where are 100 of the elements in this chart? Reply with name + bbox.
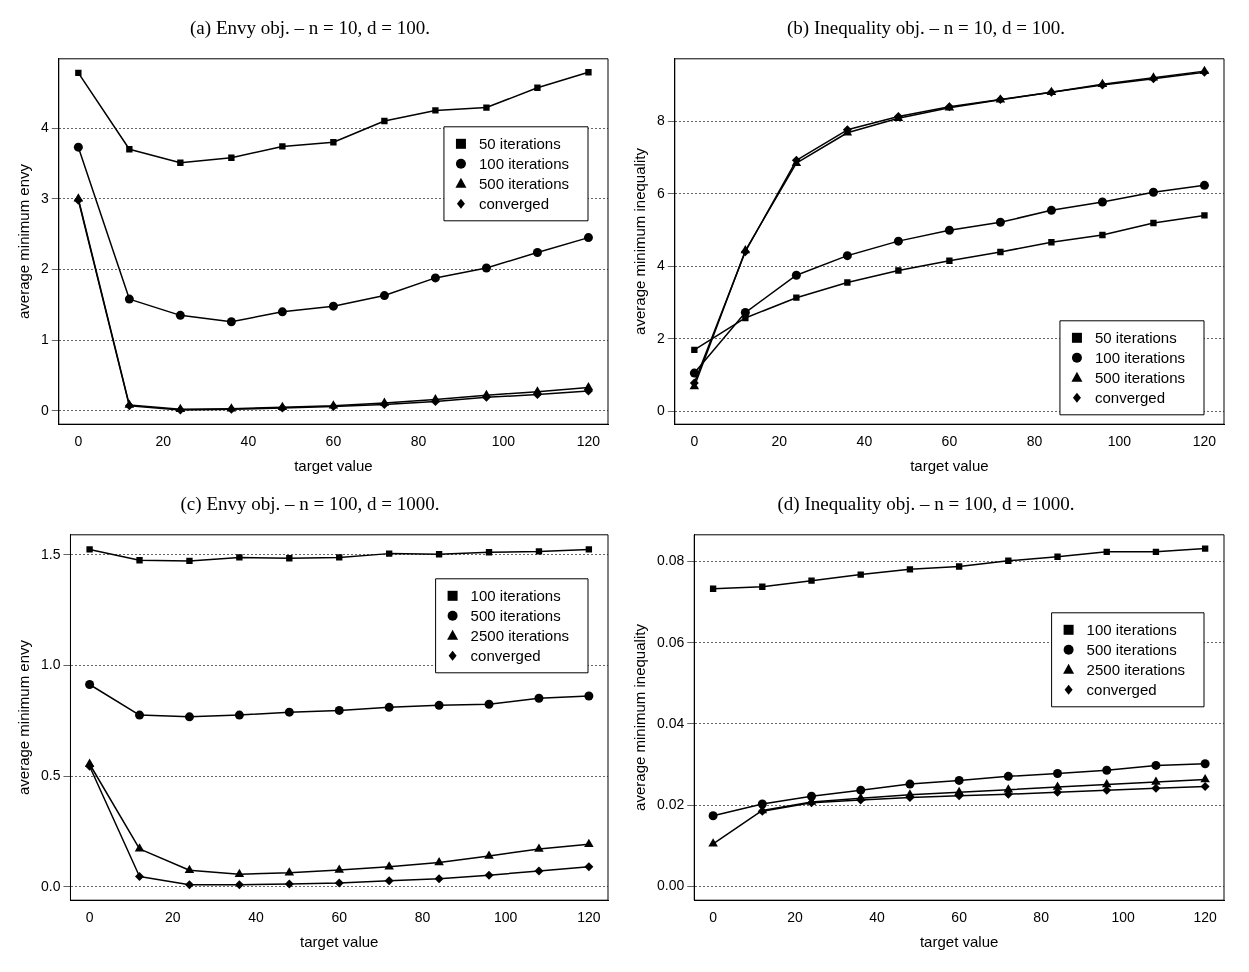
y-tick-label: 6 [656,184,665,201]
point [1200,759,1210,769]
point [234,710,244,720]
legend-label: 100 iterations [478,154,569,172]
point [583,381,594,391]
point [946,257,953,264]
x-tick-label: 100 [491,433,516,450]
x-tick-label: 60 [325,433,342,450]
chart-title: (b) Inequality obj. – n = 10, d = 100. [787,17,1065,40]
point [184,864,195,874]
x-axis-title: target value [300,933,379,951]
point [584,862,594,872]
point [434,700,444,710]
point [1200,774,1210,783]
legend-label: 50 iterations [1094,328,1177,346]
y-tick-label: 0.08 [657,552,685,569]
point [484,699,494,709]
point [279,143,286,150]
point [236,554,243,561]
point [905,789,915,798]
point [381,117,388,125]
legend-label: converged [470,646,541,664]
point [175,310,185,320]
point [944,225,954,235]
point [336,554,343,561]
point [328,301,338,311]
point [126,146,133,153]
point [1151,783,1161,793]
point [857,571,864,578]
y-tick-label: 4 [40,118,49,135]
x-tick-label: 20 [165,909,181,926]
point [481,263,491,273]
point [954,775,964,785]
point [534,84,541,91]
x-tick-label: 20 [787,909,804,926]
x-tick-label: 120 [1193,909,1218,926]
y-tick-label: 4 [656,257,665,274]
x-tick-label: 120 [577,909,601,926]
x-tick-label: 40 [869,909,886,926]
y-tick-label: 0.0 [40,877,61,894]
point [793,294,800,301]
point [708,838,718,847]
x-tick-label: 80 [414,909,431,926]
x-tick-label: 20 [771,433,788,450]
y-axis-title: average minimum envy [15,639,33,796]
point [330,139,337,146]
chart-title: (a) Envy obj. – n = 10, d = 100. [190,17,430,40]
point [277,307,287,317]
legend-label: 500 iterations [1094,368,1185,386]
point [1097,197,1107,207]
point [585,69,592,76]
point [1201,545,1209,552]
point [75,69,82,77]
point [1151,760,1161,770]
y-tick-label: 1.0 [40,656,61,673]
point [532,386,543,395]
point [534,843,544,852]
x-tick-label: 100 [1111,909,1136,926]
point [385,550,393,557]
point [434,857,444,866]
point [384,702,394,712]
point [583,233,593,243]
point [1150,219,1157,227]
y-tick-label: 8 [656,112,665,129]
chart-title: (d) Inequality obj. – n = 100, d = 1000. [777,493,1075,516]
point [284,879,294,889]
point [1101,778,1112,788]
point [534,866,544,876]
point [430,393,441,403]
point [135,710,145,720]
y-tick-label: 0.06 [657,633,685,650]
point [334,864,344,873]
x-axis-title: target value [910,457,989,475]
point [584,838,594,847]
y-tick-label: 3 [40,189,49,206]
y-tick-label: 1 [40,330,49,347]
point [742,314,749,322]
y-tick-label: 0.04 [657,714,685,731]
point [1148,187,1158,197]
point [434,874,444,884]
x-axis-title: target value [294,457,373,475]
point [1200,782,1210,792]
legend-label: 2500 iterations [470,626,570,644]
point [334,705,344,715]
point [177,159,184,166]
point [1003,771,1013,781]
point [997,248,1004,256]
point [86,546,93,553]
x-tick-label: 60 [951,909,968,926]
legend-label: 100 iterations [1086,620,1177,638]
y-tick-label: 0.00 [657,877,685,894]
y-tick-label: 0 [40,401,49,418]
x-tick-label: 40 [856,433,873,450]
point [895,267,902,274]
point [483,104,490,111]
point [532,247,542,257]
point [585,546,593,553]
point [1201,212,1208,219]
point [234,868,245,878]
legend-label: converged [1086,680,1157,698]
